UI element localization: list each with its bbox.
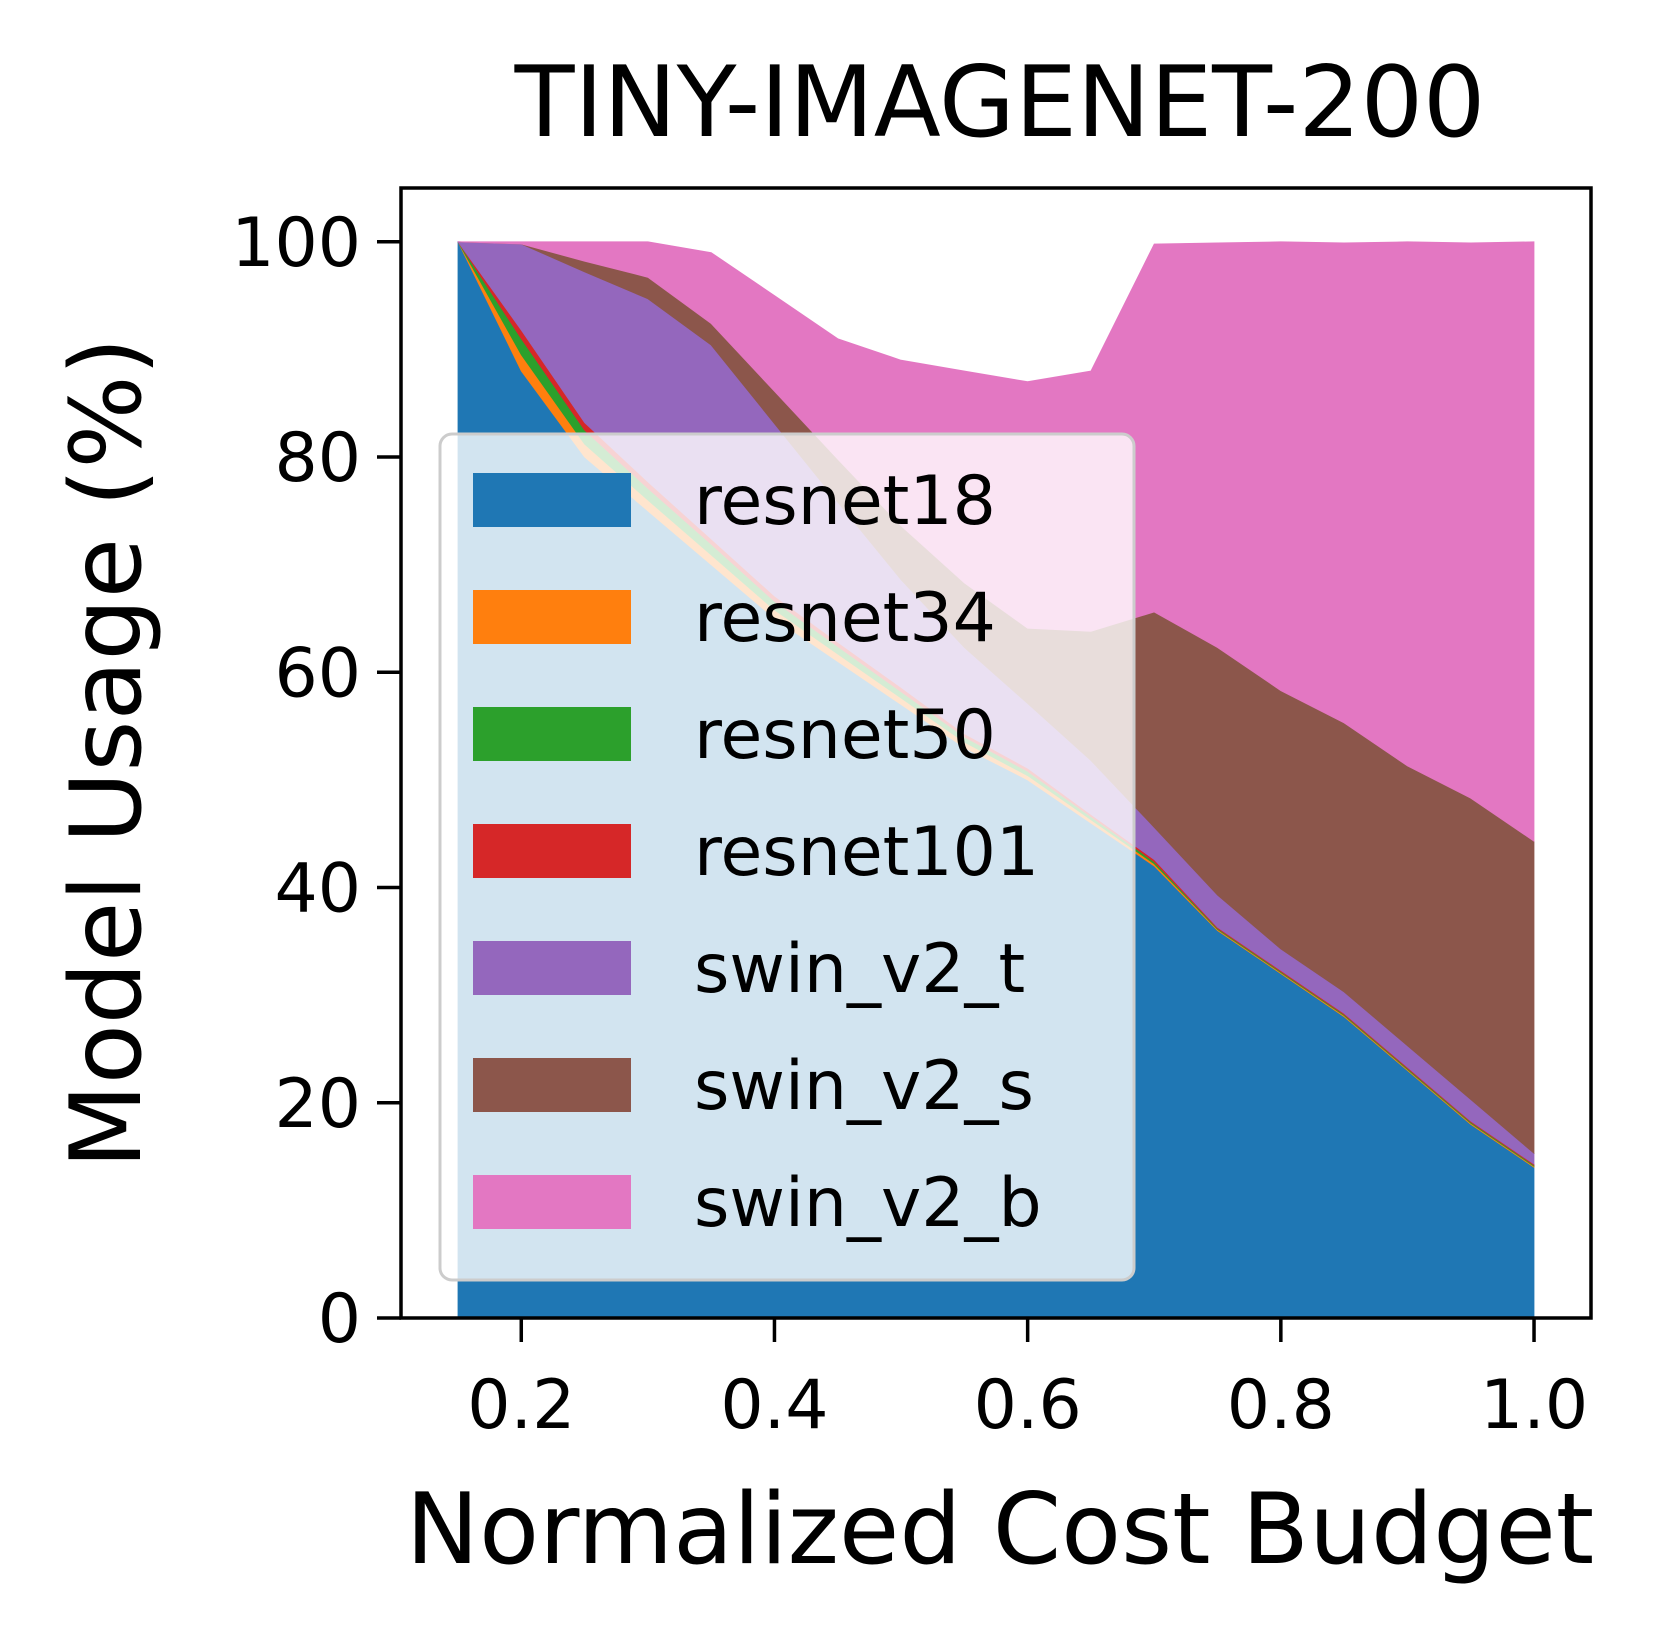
x-tick-label: 0.8 xyxy=(1227,1366,1335,1445)
legend-label-resnet34: resnet34 xyxy=(694,579,996,658)
x-axis-label: Normalized Cost Budget xyxy=(406,1473,1594,1587)
y-tick-label: 20 xyxy=(274,1065,361,1144)
x-tick-label: 1.0 xyxy=(1480,1366,1588,1445)
y-tick-label: 60 xyxy=(274,634,361,713)
legend-swatch-resnet34 xyxy=(473,590,631,644)
legend-swatch-swin-v2-s xyxy=(473,1058,631,1112)
legend-label-swin-v2-b: swin_v2_b xyxy=(694,1164,1042,1243)
y-tick-label: 100 xyxy=(231,204,361,283)
legend-label-swin-v2-t: swin_v2_t xyxy=(694,930,1025,1009)
legend: resnet18 resnet34 resnet50 resnet101 swin_v2… xyxy=(438,432,1136,1282)
x-tick-label: 0.4 xyxy=(720,1366,828,1445)
x-axis-ticks: 0.2 0.4 0.6 0.8 1.0 xyxy=(467,1318,1588,1445)
legend-swatch-resnet18 xyxy=(473,473,631,527)
y-tick-label: 0 xyxy=(318,1280,361,1359)
y-tick-label: 80 xyxy=(274,419,361,498)
chart-title: TINY-IMAGENET-200 xyxy=(514,46,1486,160)
legend-swatch-swin-v2-t xyxy=(473,941,631,995)
y-axis-ticks: 0 20 40 60 80 100 xyxy=(231,204,401,1359)
legend-label-swin-v2-s: swin_v2_s xyxy=(694,1047,1034,1126)
y-tick-label: 40 xyxy=(274,850,361,929)
legend-swatch-swin-v2-b xyxy=(473,1175,631,1229)
plot-frame xyxy=(399,186,1593,1320)
x-tick-label: 0.2 xyxy=(467,1366,575,1445)
y-axis-label: Model Usage (%) xyxy=(50,337,164,1168)
legend-label-resnet50: resnet50 xyxy=(694,696,996,775)
legend-swatch-resnet50 xyxy=(473,707,631,761)
legend-label-resnet101: resnet101 xyxy=(694,813,1039,892)
x-tick-label: 0.6 xyxy=(974,1366,1082,1445)
legend-label-resnet18: resnet18 xyxy=(694,462,996,541)
legend-swatch-resnet101 xyxy=(473,824,631,878)
